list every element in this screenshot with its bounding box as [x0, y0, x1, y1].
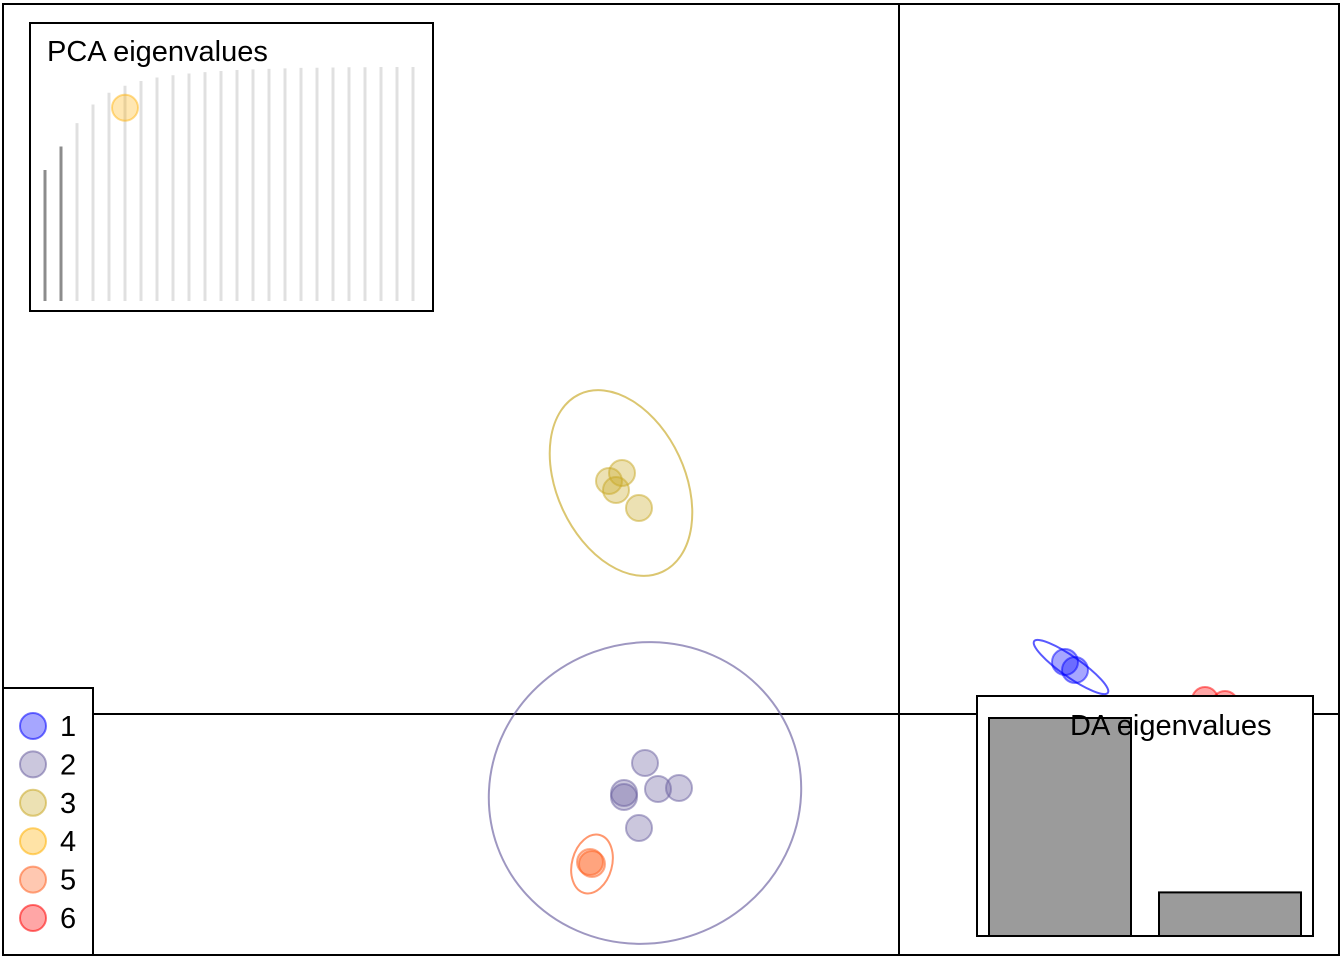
group-points [576, 459, 1239, 878]
legend-label-6: 6 [60, 903, 76, 935]
legend-label-5: 5 [60, 865, 76, 897]
da-bar-1 [988, 717, 1132, 937]
ellipse-group-3 [548, 389, 694, 577]
da-eigenvalue-bars [988, 717, 1302, 938]
ellipse-group-2 [487, 641, 803, 945]
point-group-2-4 [665, 774, 693, 802]
legend-swatch-6 [19, 904, 47, 932]
point-group-5-1 [576, 848, 604, 876]
legend-label-3: 3 [60, 788, 76, 820]
legend-items: 1 2 3 4 5 6 [19, 711, 76, 935]
legend-swatch-5 [19, 865, 47, 894]
legend-swatch-1 [19, 712, 47, 740]
legend-swatch-4 [19, 827, 47, 856]
pca-inset-title: PCA eigenvalues [47, 36, 268, 68]
legend-swatch-2 [19, 750, 47, 779]
point-group-2-2 [610, 783, 638, 811]
legend-label-1: 1 [60, 711, 76, 743]
point-group-2-0 [631, 749, 659, 777]
da-inset-title: DA eigenvalues [1070, 710, 1272, 742]
pca-eigenvalue-bars [43, 67, 415, 301]
pca-eigenvalues-inset: PCA eigenvalues [29, 22, 434, 312]
point-group-3-3 [625, 494, 653, 522]
ellipse-group-5 [570, 833, 614, 895]
da-bar-2 [1158, 891, 1302, 938]
legend-label-4: 4 [60, 826, 76, 858]
da-eigenvalues-inset: DA eigenvalues [976, 695, 1314, 938]
point-group-1-1 [1061, 656, 1089, 684]
legend-swatch-3 [19, 788, 47, 817]
pca-retained-marker [111, 93, 139, 122]
legend-box [2, 687, 94, 956]
point-group-3-2 [602, 476, 630, 504]
legend-label-2: 2 [60, 749, 76, 781]
legend: 1 2 3 4 5 6 [2, 687, 94, 956]
point-group-2-5 [625, 814, 653, 842]
point-group-2-3 [644, 775, 672, 803]
plot-frame [2, 3, 1340, 956]
